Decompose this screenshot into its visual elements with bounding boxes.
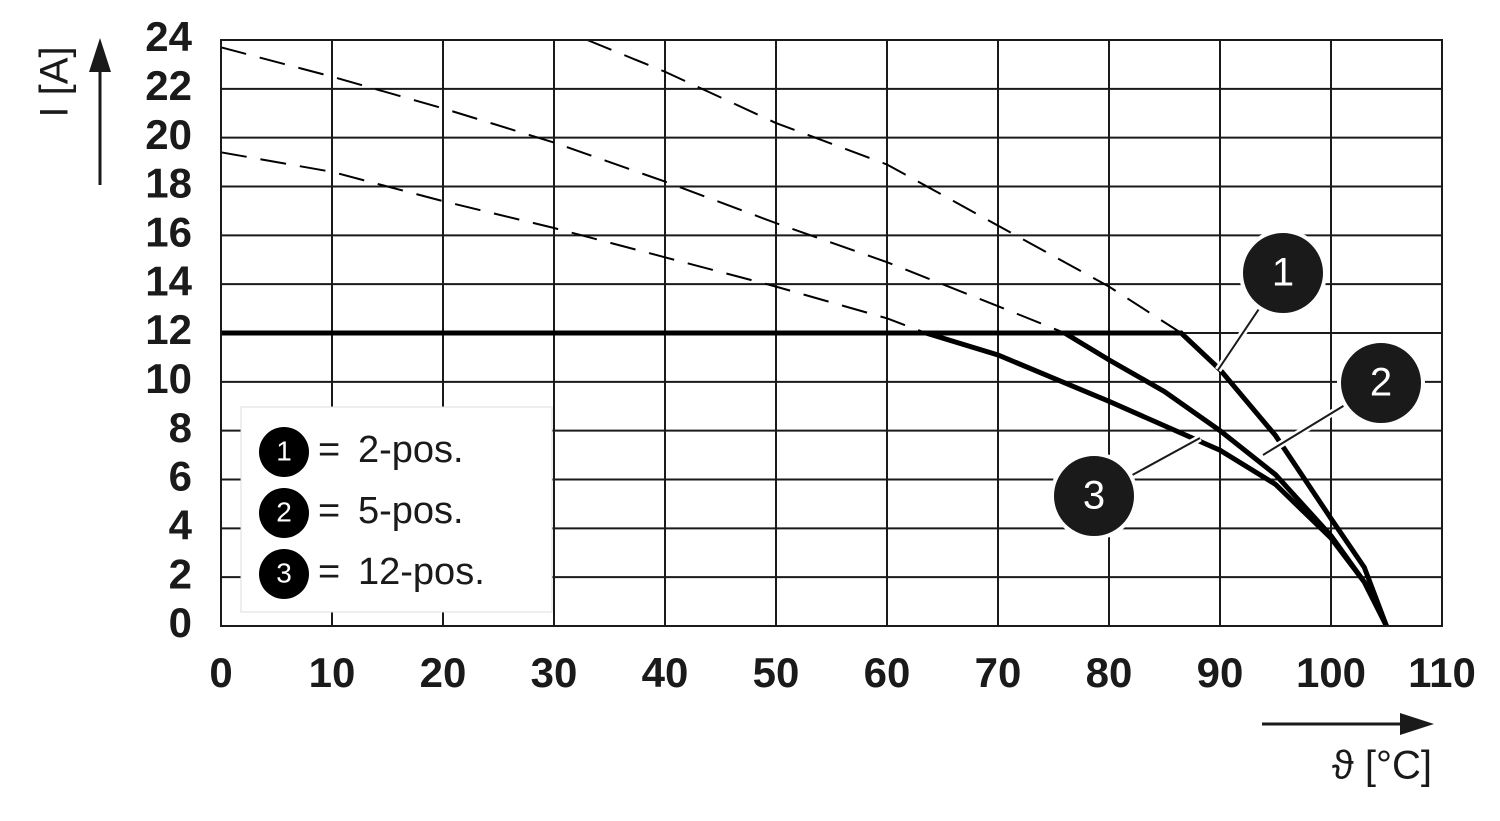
x-axis-label: ϑ [°C] bbox=[1332, 744, 1432, 788]
legend-marker-label: 1 bbox=[276, 435, 292, 466]
derating-line bbox=[221, 330, 1389, 627]
y-tick-label: 8 bbox=[169, 404, 192, 451]
y-tick-label: 20 bbox=[145, 111, 192, 158]
y-tick-label: 12 bbox=[145, 306, 192, 353]
callout-circle bbox=[1239, 229, 1327, 317]
x-tick-label: 60 bbox=[864, 649, 911, 696]
x-axis-arrowhead bbox=[1400, 713, 1434, 735]
callout-label: 2 bbox=[1370, 361, 1392, 405]
x-tick-label: 80 bbox=[1086, 649, 1133, 696]
x-tick-label: 70 bbox=[975, 649, 1022, 696]
callout-circle bbox=[1050, 452, 1138, 540]
legend-marker bbox=[259, 488, 309, 538]
legend-marker-label: 2 bbox=[276, 496, 292, 527]
y-tick-label: 18 bbox=[145, 160, 192, 207]
x-tick-label: 10 bbox=[309, 649, 356, 696]
callout-label: 3 bbox=[1083, 474, 1105, 518]
legend-label: 12-pos. bbox=[358, 551, 485, 593]
y-tick-label: 0 bbox=[169, 599, 192, 646]
legend-separator: = bbox=[318, 551, 340, 593]
plot-frame bbox=[220, 39, 1443, 627]
legend-marker bbox=[259, 549, 309, 599]
legend-separator: = bbox=[318, 490, 340, 532]
x-tick-label: 90 bbox=[1197, 649, 1244, 696]
x-tick-label: 0 bbox=[209, 649, 232, 696]
derating-line bbox=[221, 330, 1389, 628]
x-tick-label: 50 bbox=[753, 649, 800, 696]
callout-circle bbox=[1337, 339, 1425, 427]
callout-label: 1 bbox=[1272, 251, 1294, 295]
x-tick-label: 20 bbox=[420, 649, 467, 696]
legend-separator: = bbox=[318, 429, 340, 471]
legend-marker bbox=[259, 427, 309, 477]
y-tick-label: 16 bbox=[145, 208, 192, 255]
y-tick-label: 14 bbox=[145, 257, 192, 304]
y-tick-label: 10 bbox=[145, 355, 192, 402]
y-axis-arrowhead bbox=[89, 38, 111, 72]
legend-label: 5-pos. bbox=[358, 490, 464, 532]
x-tick-label: 30 bbox=[531, 649, 578, 696]
y-tick-label: 4 bbox=[169, 501, 193, 548]
y-tick-label: 2 bbox=[169, 550, 192, 597]
y-tick-label: 22 bbox=[145, 62, 192, 109]
extension-line bbox=[220, 151, 927, 334]
y-tick-label: 6 bbox=[169, 453, 192, 500]
y-axis-label: I [A] bbox=[33, 46, 77, 117]
x-tick-label: 110 bbox=[1408, 649, 1476, 696]
legend-label: 2-pos. bbox=[358, 429, 464, 471]
x-tick-label: 40 bbox=[642, 649, 689, 696]
extension-line bbox=[220, 46, 1065, 334]
y-tick-label: 24 bbox=[145, 13, 192, 60]
legend-marker-label: 3 bbox=[276, 557, 292, 588]
extension-line bbox=[586, 39, 1182, 334]
x-tick-label: 100 bbox=[1296, 649, 1366, 696]
